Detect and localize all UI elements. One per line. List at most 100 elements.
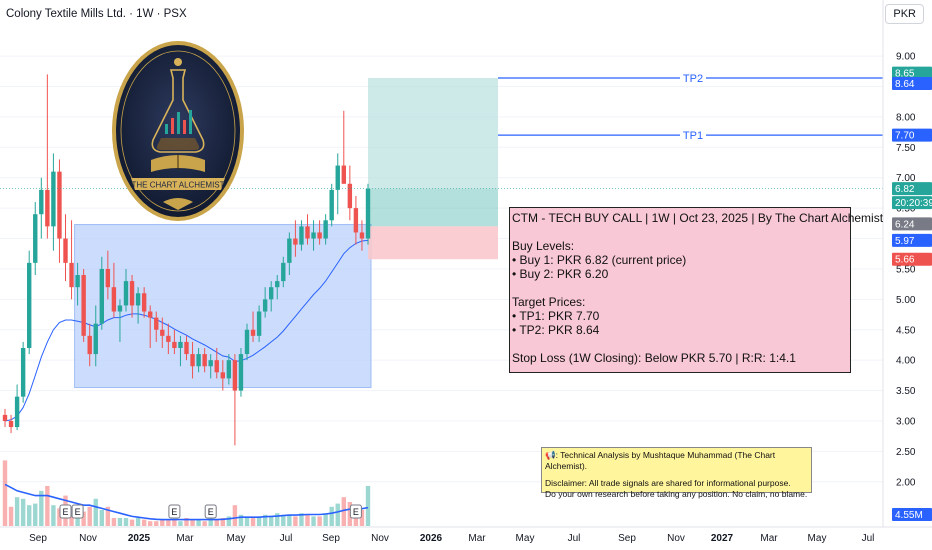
candle[interactable] xyxy=(99,256,104,330)
tp-line[interactable]: TP1 xyxy=(498,128,883,143)
candle[interactable] xyxy=(27,250,32,355)
currency-button[interactable]: PKR xyxy=(885,4,924,24)
target-prices-heading: Target Prices: xyxy=(512,295,586,309)
price-tag: 7.70 xyxy=(892,128,932,142)
price-tick-label: 2.00 xyxy=(896,477,916,488)
candle[interactable] xyxy=(317,220,322,245)
price-tick-label: 3.50 xyxy=(896,386,916,397)
candle[interactable] xyxy=(81,268,86,342)
time-axis[interactable]: Sep Nov 2025 Mar May Jul Sep Nov 2026 Mar May Jul Se… xyxy=(0,526,932,544)
candle[interactable] xyxy=(341,110,346,184)
volume-bar xyxy=(250,518,256,526)
time-tick-label: Jul xyxy=(568,533,581,544)
symbol-title[interactable]: Colony Textile Mills Ltd. · 1W · PSX xyxy=(6,8,187,20)
candle[interactable] xyxy=(214,348,219,379)
candle[interactable] xyxy=(39,177,44,239)
candle[interactable] xyxy=(305,214,310,245)
candle[interactable] xyxy=(57,159,62,263)
volume-bar xyxy=(123,518,129,526)
candle[interactable] xyxy=(190,341,195,379)
candle[interactable] xyxy=(287,232,292,276)
candle[interactable] xyxy=(365,183,371,245)
candle[interactable] xyxy=(111,262,117,318)
candle[interactable] xyxy=(196,348,201,373)
candle[interactable] xyxy=(311,220,316,251)
candle[interactable] xyxy=(238,348,244,397)
price-tag: 8.64 xyxy=(892,76,932,90)
candle[interactable] xyxy=(63,214,68,282)
volume-bar xyxy=(172,519,177,526)
time-tick-label: May xyxy=(516,533,535,544)
candle[interactable] xyxy=(256,305,262,342)
volume-bar xyxy=(365,486,371,526)
price-tag-label: 8.65 xyxy=(895,69,915,80)
candle[interactable] xyxy=(20,341,26,403)
candle[interactable] xyxy=(154,311,159,342)
candle[interactable] xyxy=(14,384,20,431)
candle[interactable] xyxy=(202,348,207,373)
trade-call-annotation[interactable]: CTM - TECH BUY CALL | 1W | Oct 23, 2025 … xyxy=(509,207,883,373)
candle[interactable] xyxy=(232,354,238,446)
earnings-marker[interactable]: E xyxy=(168,504,181,519)
candle[interactable] xyxy=(244,323,250,361)
candle[interactable] xyxy=(8,414,14,434)
candle[interactable] xyxy=(335,153,340,215)
candle[interactable] xyxy=(141,287,147,318)
earnings-marker[interactable]: E xyxy=(71,504,84,519)
candle[interactable] xyxy=(275,275,280,300)
profit-zone[interactable] xyxy=(368,77,498,189)
target-price-lines[interactable]: TP1 TP2 xyxy=(498,70,883,143)
candle[interactable] xyxy=(129,275,135,318)
price-tick-label: 2.50 xyxy=(896,447,916,458)
disclaimer-note[interactable]: 📢: Technical Analysis by Mushtaque Muham… xyxy=(541,447,812,499)
volume-bar xyxy=(287,514,292,526)
candle[interactable] xyxy=(69,220,74,300)
long-position-tool[interactable] xyxy=(368,77,498,260)
candle[interactable] xyxy=(323,214,328,245)
candle[interactable] xyxy=(51,153,56,251)
volume-bar xyxy=(238,514,244,526)
candle[interactable] xyxy=(87,323,92,367)
candle[interactable] xyxy=(208,354,213,379)
candle[interactable] xyxy=(45,74,50,239)
stop-zone[interactable] xyxy=(368,226,498,260)
volume-bar xyxy=(105,506,111,526)
candle[interactable] xyxy=(148,305,153,348)
candle[interactable] xyxy=(184,335,189,361)
candle[interactable] xyxy=(75,262,80,306)
candle[interactable] xyxy=(293,220,298,257)
candle[interactable] xyxy=(359,220,365,251)
entry-zone[interactable] xyxy=(368,188,498,227)
candle[interactable] xyxy=(172,329,177,355)
earnings-marker[interactable]: E xyxy=(349,504,362,519)
earnings-marker[interactable]: E xyxy=(204,504,217,519)
price-tag-label: 7.70 xyxy=(895,131,915,142)
candle[interactable] xyxy=(166,323,171,355)
candle[interactable] xyxy=(93,305,98,367)
candle[interactable] xyxy=(123,268,129,312)
candle[interactable] xyxy=(250,311,256,342)
candle[interactable] xyxy=(226,354,232,385)
candle[interactable] xyxy=(299,220,304,251)
candle[interactable] xyxy=(353,195,359,245)
candle[interactable] xyxy=(329,183,334,227)
candlesticks[interactable] xyxy=(2,74,371,446)
candle[interactable] xyxy=(33,202,38,276)
candle[interactable] xyxy=(117,299,123,342)
candle[interactable] xyxy=(220,360,225,391)
candle[interactable] xyxy=(160,317,165,348)
candle[interactable] xyxy=(281,256,286,288)
tp-line[interactable]: TP2 xyxy=(498,70,883,85)
candle[interactable] xyxy=(135,287,141,324)
candle[interactable] xyxy=(262,287,268,318)
candle[interactable] xyxy=(178,335,183,367)
price-tick-label: 7.00 xyxy=(896,173,916,184)
candle[interactable] xyxy=(347,165,353,221)
candle[interactable] xyxy=(2,408,8,428)
earnings-marker[interactable]: E xyxy=(59,504,72,519)
candle[interactable] xyxy=(269,281,274,312)
candle[interactable] xyxy=(105,250,111,300)
volume-bar xyxy=(341,497,346,526)
